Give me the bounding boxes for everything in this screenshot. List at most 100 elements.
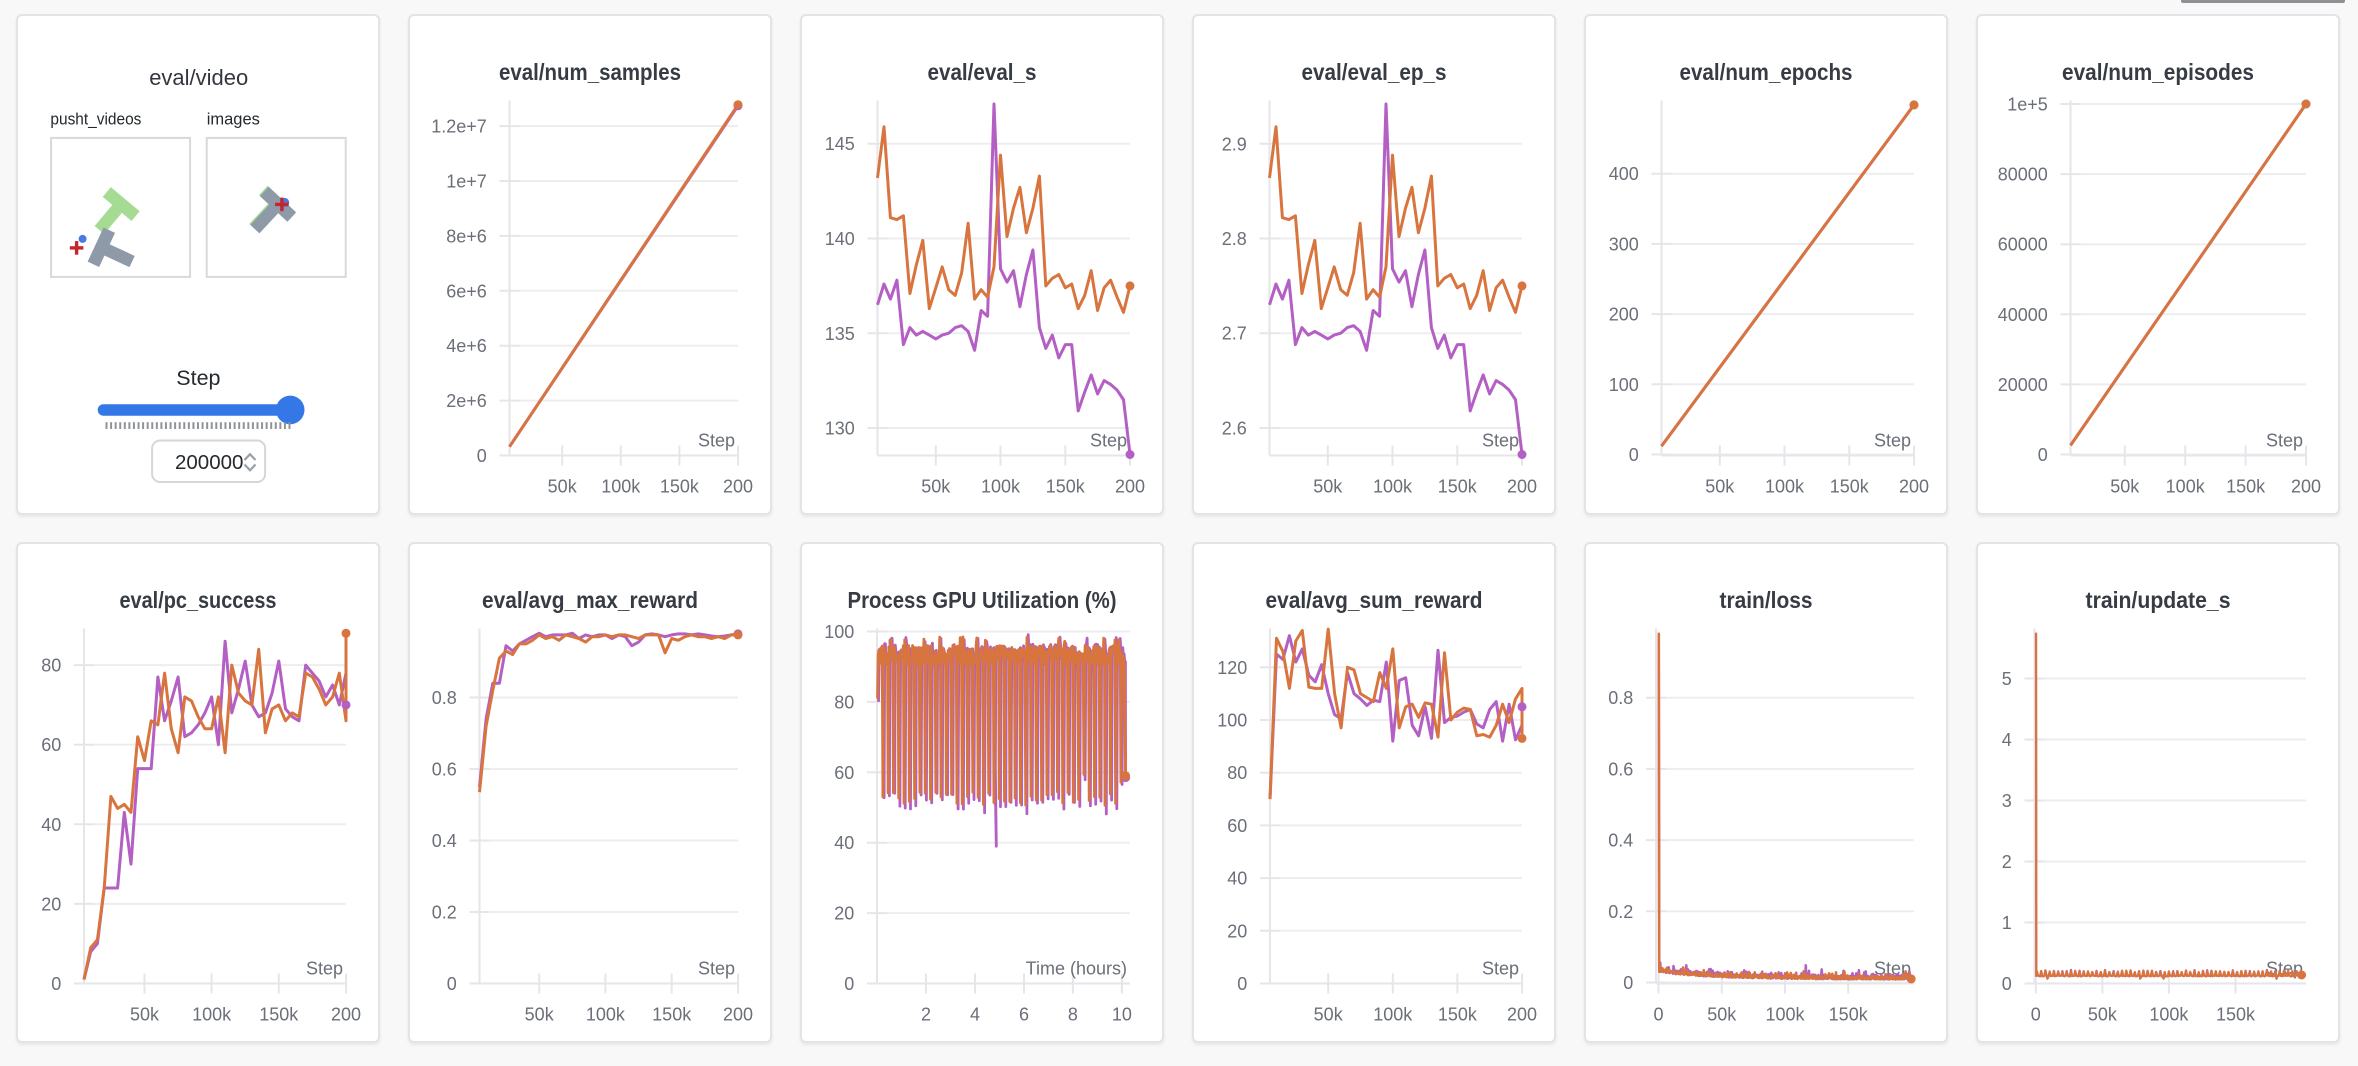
svg-text:eval/num_episodes: eval/num_episodes <box>2062 59 2254 85</box>
svg-text:200: 200 <box>1507 1004 1537 1024</box>
svg-text:2: 2 <box>2002 852 2012 872</box>
svg-text:100k: 100k <box>601 476 641 496</box>
svg-text:20: 20 <box>834 903 854 923</box>
svg-text:eval/num_samples: eval/num_samples <box>499 59 681 85</box>
svg-text:60000: 60000 <box>1998 234 2048 254</box>
svg-text:120: 120 <box>1217 657 1247 677</box>
svg-text:80: 80 <box>1227 763 1247 783</box>
svg-text:Step: Step <box>2266 430 2303 450</box>
svg-text:Step: Step <box>698 958 735 978</box>
svg-text:20: 20 <box>1227 921 1247 941</box>
svg-text:0.6: 0.6 <box>432 759 457 779</box>
svg-text:2: 2 <box>921 1004 931 1024</box>
svg-text:0: 0 <box>477 446 487 466</box>
svg-text:50k: 50k <box>1707 1004 1737 1024</box>
svg-text:200: 200 <box>1115 476 1145 496</box>
svg-text:100: 100 <box>1609 374 1639 394</box>
svg-text:1.2e+7: 1.2e+7 <box>431 116 487 136</box>
svg-text:3: 3 <box>2002 791 2012 811</box>
svg-text:8: 8 <box>1068 1004 1078 1024</box>
svg-text:150k: 150k <box>660 476 700 496</box>
svg-text:150k: 150k <box>1438 1004 1478 1024</box>
svg-text:400: 400 <box>1609 164 1639 184</box>
svg-text:Step: Step <box>306 958 343 978</box>
svg-text:50k: 50k <box>1705 476 1735 496</box>
svg-text:140: 140 <box>825 229 855 249</box>
svg-text:100k: 100k <box>2166 476 2206 496</box>
svg-text:pusht_videos: pusht_videos <box>50 110 141 128</box>
svg-text:200: 200 <box>331 1004 361 1024</box>
svg-text:train/loss: train/loss <box>1720 587 1813 613</box>
svg-text:0: 0 <box>1629 445 1639 465</box>
svg-text:0: 0 <box>51 974 61 994</box>
svg-text:eval/num_epochs: eval/num_epochs <box>1680 59 1853 85</box>
svg-text:1: 1 <box>2002 913 2012 933</box>
svg-text:40: 40 <box>41 814 61 834</box>
svg-text:100k: 100k <box>1765 476 1805 496</box>
svg-text:0.6: 0.6 <box>1608 759 1633 779</box>
svg-text:60: 60 <box>1227 815 1247 835</box>
svg-text:20: 20 <box>41 894 61 914</box>
svg-text:0: 0 <box>1237 974 1247 994</box>
svg-text:train/update_s: train/update_s <box>2086 587 2231 613</box>
svg-text:50k: 50k <box>1314 1004 1344 1024</box>
svg-text:150k: 150k <box>652 1004 692 1024</box>
svg-text:eval/eval_s: eval/eval_s <box>928 59 1037 85</box>
svg-text:Step: Step <box>1090 430 1127 450</box>
svg-text:eval/eval_ep_s: eval/eval_ep_s <box>1302 59 1447 85</box>
svg-text:0.4: 0.4 <box>1608 830 1633 850</box>
svg-text:200000: 200000 <box>175 451 243 474</box>
svg-text:200: 200 <box>1609 304 1639 324</box>
svg-text:80: 80 <box>41 655 61 675</box>
svg-text:300: 300 <box>1609 234 1639 254</box>
svg-text:50k: 50k <box>525 1004 555 1024</box>
svg-text:200: 200 <box>1507 476 1537 496</box>
svg-text:4: 4 <box>970 1004 980 1024</box>
svg-text:100k: 100k <box>1765 1004 1805 1024</box>
svg-text:130: 130 <box>825 418 855 438</box>
svg-text:images: images <box>207 110 260 128</box>
svg-text:Time (hours): Time (hours) <box>1026 958 1127 978</box>
svg-text:80: 80 <box>834 692 854 712</box>
svg-text:2.8: 2.8 <box>1222 229 1247 249</box>
svg-text:6: 6 <box>1019 1004 1029 1024</box>
svg-text:200: 200 <box>2291 476 2321 496</box>
svg-text:4: 4 <box>2002 730 2012 750</box>
svg-text:150k: 150k <box>1438 476 1478 496</box>
svg-text:150k: 150k <box>1830 476 1870 496</box>
svg-text:200: 200 <box>1899 476 1929 496</box>
svg-text:eval/video: eval/video <box>149 64 248 89</box>
svg-text:200: 200 <box>723 476 753 496</box>
svg-text:0: 0 <box>447 974 457 994</box>
svg-text:4e+6: 4e+6 <box>446 336 487 356</box>
svg-text:150k: 150k <box>2226 476 2266 496</box>
svg-text:Step: Step <box>176 365 220 389</box>
svg-text:150k: 150k <box>1046 476 1086 496</box>
svg-text:50k: 50k <box>548 476 578 496</box>
svg-text:20000: 20000 <box>1998 374 2048 394</box>
svg-text:60: 60 <box>41 735 61 755</box>
svg-text:1e+7: 1e+7 <box>446 171 487 191</box>
svg-text:2e+6: 2e+6 <box>446 391 487 411</box>
svg-text:150k: 150k <box>1829 1004 1869 1024</box>
svg-text:8e+6: 8e+6 <box>446 226 487 246</box>
svg-text:135: 135 <box>825 323 855 343</box>
svg-text:0.4: 0.4 <box>432 831 457 851</box>
svg-text:Step: Step <box>1482 958 1519 978</box>
svg-text:100k: 100k <box>192 1004 232 1024</box>
svg-text:40: 40 <box>1227 868 1247 888</box>
svg-text:Process GPU Utilization (%): Process GPU Utilization (%) <box>848 587 1117 613</box>
svg-text:50k: 50k <box>2110 476 2140 496</box>
svg-text:60: 60 <box>834 762 854 782</box>
svg-text:100: 100 <box>824 622 854 642</box>
svg-text:Step: Step <box>1874 430 1911 450</box>
svg-text:0: 0 <box>2002 974 2012 994</box>
svg-text:0: 0 <box>2038 445 2048 465</box>
svg-text:0.8: 0.8 <box>1608 688 1633 708</box>
svg-text:6e+6: 6e+6 <box>446 281 487 301</box>
svg-text:100k: 100k <box>1373 1004 1413 1024</box>
svg-text:40000: 40000 <box>1998 304 2048 324</box>
svg-text:2.9: 2.9 <box>1222 134 1247 154</box>
svg-text:0: 0 <box>1623 973 1633 993</box>
svg-text:10: 10 <box>1112 1004 1132 1024</box>
